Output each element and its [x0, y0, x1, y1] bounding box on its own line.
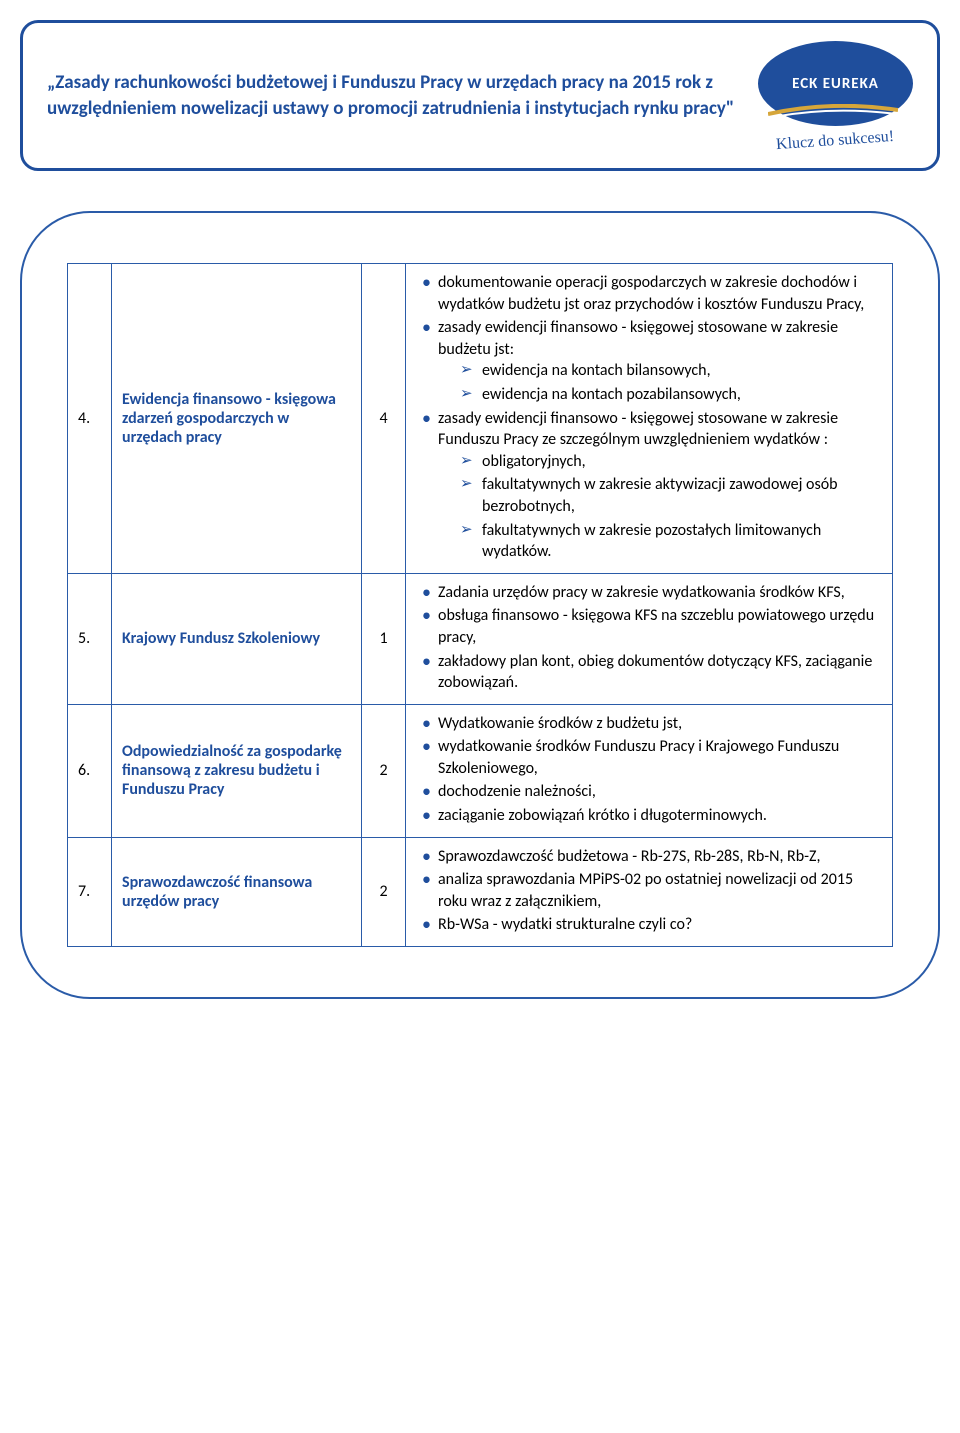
row-details: Wydatkowanie środków z budżetu jst,wydat…: [406, 704, 893, 837]
arrow-item: ewidencja na kontach pozabilansowych,: [460, 384, 882, 406]
row-number: 5.: [68, 573, 112, 704]
table-row: 4.Ewidencja finansowo - księgowa zdarzeń…: [68, 264, 893, 574]
row-number: 6.: [68, 704, 112, 837]
bullet-item: zakładowy plan kont, obieg dokumentów do…: [416, 651, 882, 694]
bullet-item: zasady ewidencji finansowo - księgowej s…: [416, 317, 882, 405]
row-number: 7.: [68, 837, 112, 946]
row-number: 4.: [68, 264, 112, 574]
row-topic: Ewidencja finansowo - księgowa zdarzeń g…: [112, 264, 362, 574]
row-details: Sprawozdawczość budżetowa - Rb-27S, Rb-2…: [406, 837, 893, 946]
table-row: 7.Sprawozdawczość finansowa urzędów prac…: [68, 837, 893, 946]
bullet-item: obsługa finansowo - księgowa KFS na szcz…: [416, 605, 882, 648]
row-details: dokumentowanie operacji gospodarczych w …: [406, 264, 893, 574]
row-hours: 2: [362, 704, 406, 837]
row-topic: Krajowy Fundusz Szkoleniowy: [112, 573, 362, 704]
row-hours: 4: [362, 264, 406, 574]
bullet-list: Sprawozdawczość budżetowa - Rb-27S, Rb-2…: [416, 846, 882, 936]
bullet-item: analiza sprawozdania MPiPS-02 po ostatni…: [416, 869, 882, 912]
arrow-item: obligatoryjnych,: [460, 451, 882, 473]
logo-oval: ECK EUREKA: [758, 41, 913, 126]
content-table: 4.Ewidencja finansowo - księgowa zdarzeń…: [67, 263, 893, 947]
arrow-list: ewidencja na kontach bilansowych,ewidenc…: [438, 360, 882, 405]
bullet-item: Zadania urzędów pracy w zakresie wydatko…: [416, 582, 882, 604]
header-title: „Zasady rachunkowości budżetowej i Fundu…: [47, 70, 738, 121]
arrow-item: fakultatywnych w zakresie pozostałych li…: [460, 520, 882, 563]
content-frame: 4.Ewidencja finansowo - księgowa zdarzeń…: [20, 211, 940, 999]
bullet-list: Wydatkowanie środków z budżetu jst,wydat…: [416, 713, 882, 827]
row-hours: 1: [362, 573, 406, 704]
table-row: 5.Krajowy Fundusz Szkoleniowy1 Zadania ur…: [68, 573, 893, 704]
arrow-item: fakultatywnych w zakresie aktywizacji za…: [460, 474, 882, 517]
table-row: 6.Odpowiedzialność za gospodarkę finanso…: [68, 704, 893, 837]
swoosh-icon: [768, 104, 898, 118]
row-topic: Odpowiedzialność za gospodarkę finansową…: [112, 704, 362, 837]
bullet-item: wydatkowanie środków Funduszu Pracy i Kr…: [416, 736, 882, 779]
bullet-item: Sprawozdawczość budżetowa - Rb-27S, Rb-2…: [416, 846, 882, 868]
logo-tagline: Klucz do sukcesu!: [776, 128, 895, 154]
arrow-list: obligatoryjnych,fakultatywnych w zakresi…: [438, 451, 882, 563]
bullet-item: dochodzenie należności,: [416, 781, 882, 803]
row-hours: 2: [362, 837, 406, 946]
header-box: „Zasady rachunkowości budżetowej i Fundu…: [20, 20, 940, 171]
bullet-item: zaciąganie zobowiązań krótko i długoterm…: [416, 805, 882, 827]
bullet-list: Zadania urzędów pracy w zakresie wydatko…: [416, 582, 882, 694]
logo-area: ECK EUREKA Klucz do sukcesu!: [758, 41, 913, 150]
row-topic: Sprawozdawczość finansowa urzędów pracy: [112, 837, 362, 946]
bullet-item: zasady ewidencji finansowo - księgowej s…: [416, 408, 882, 563]
bullet-item: Rb-WSa - wydatki strukturalne czyli co?: [416, 914, 882, 936]
logo-text: ECK EUREKA: [792, 75, 879, 93]
bullet-item: Wydatkowanie środków z budżetu jst,: [416, 713, 882, 735]
bullet-item: dokumentowanie operacji gospodarczych w …: [416, 272, 882, 315]
row-details: Zadania urzędów pracy w zakresie wydatko…: [406, 573, 893, 704]
arrow-item: ewidencja na kontach bilansowych,: [460, 360, 882, 382]
bullet-list: dokumentowanie operacji gospodarczych w …: [416, 272, 882, 563]
